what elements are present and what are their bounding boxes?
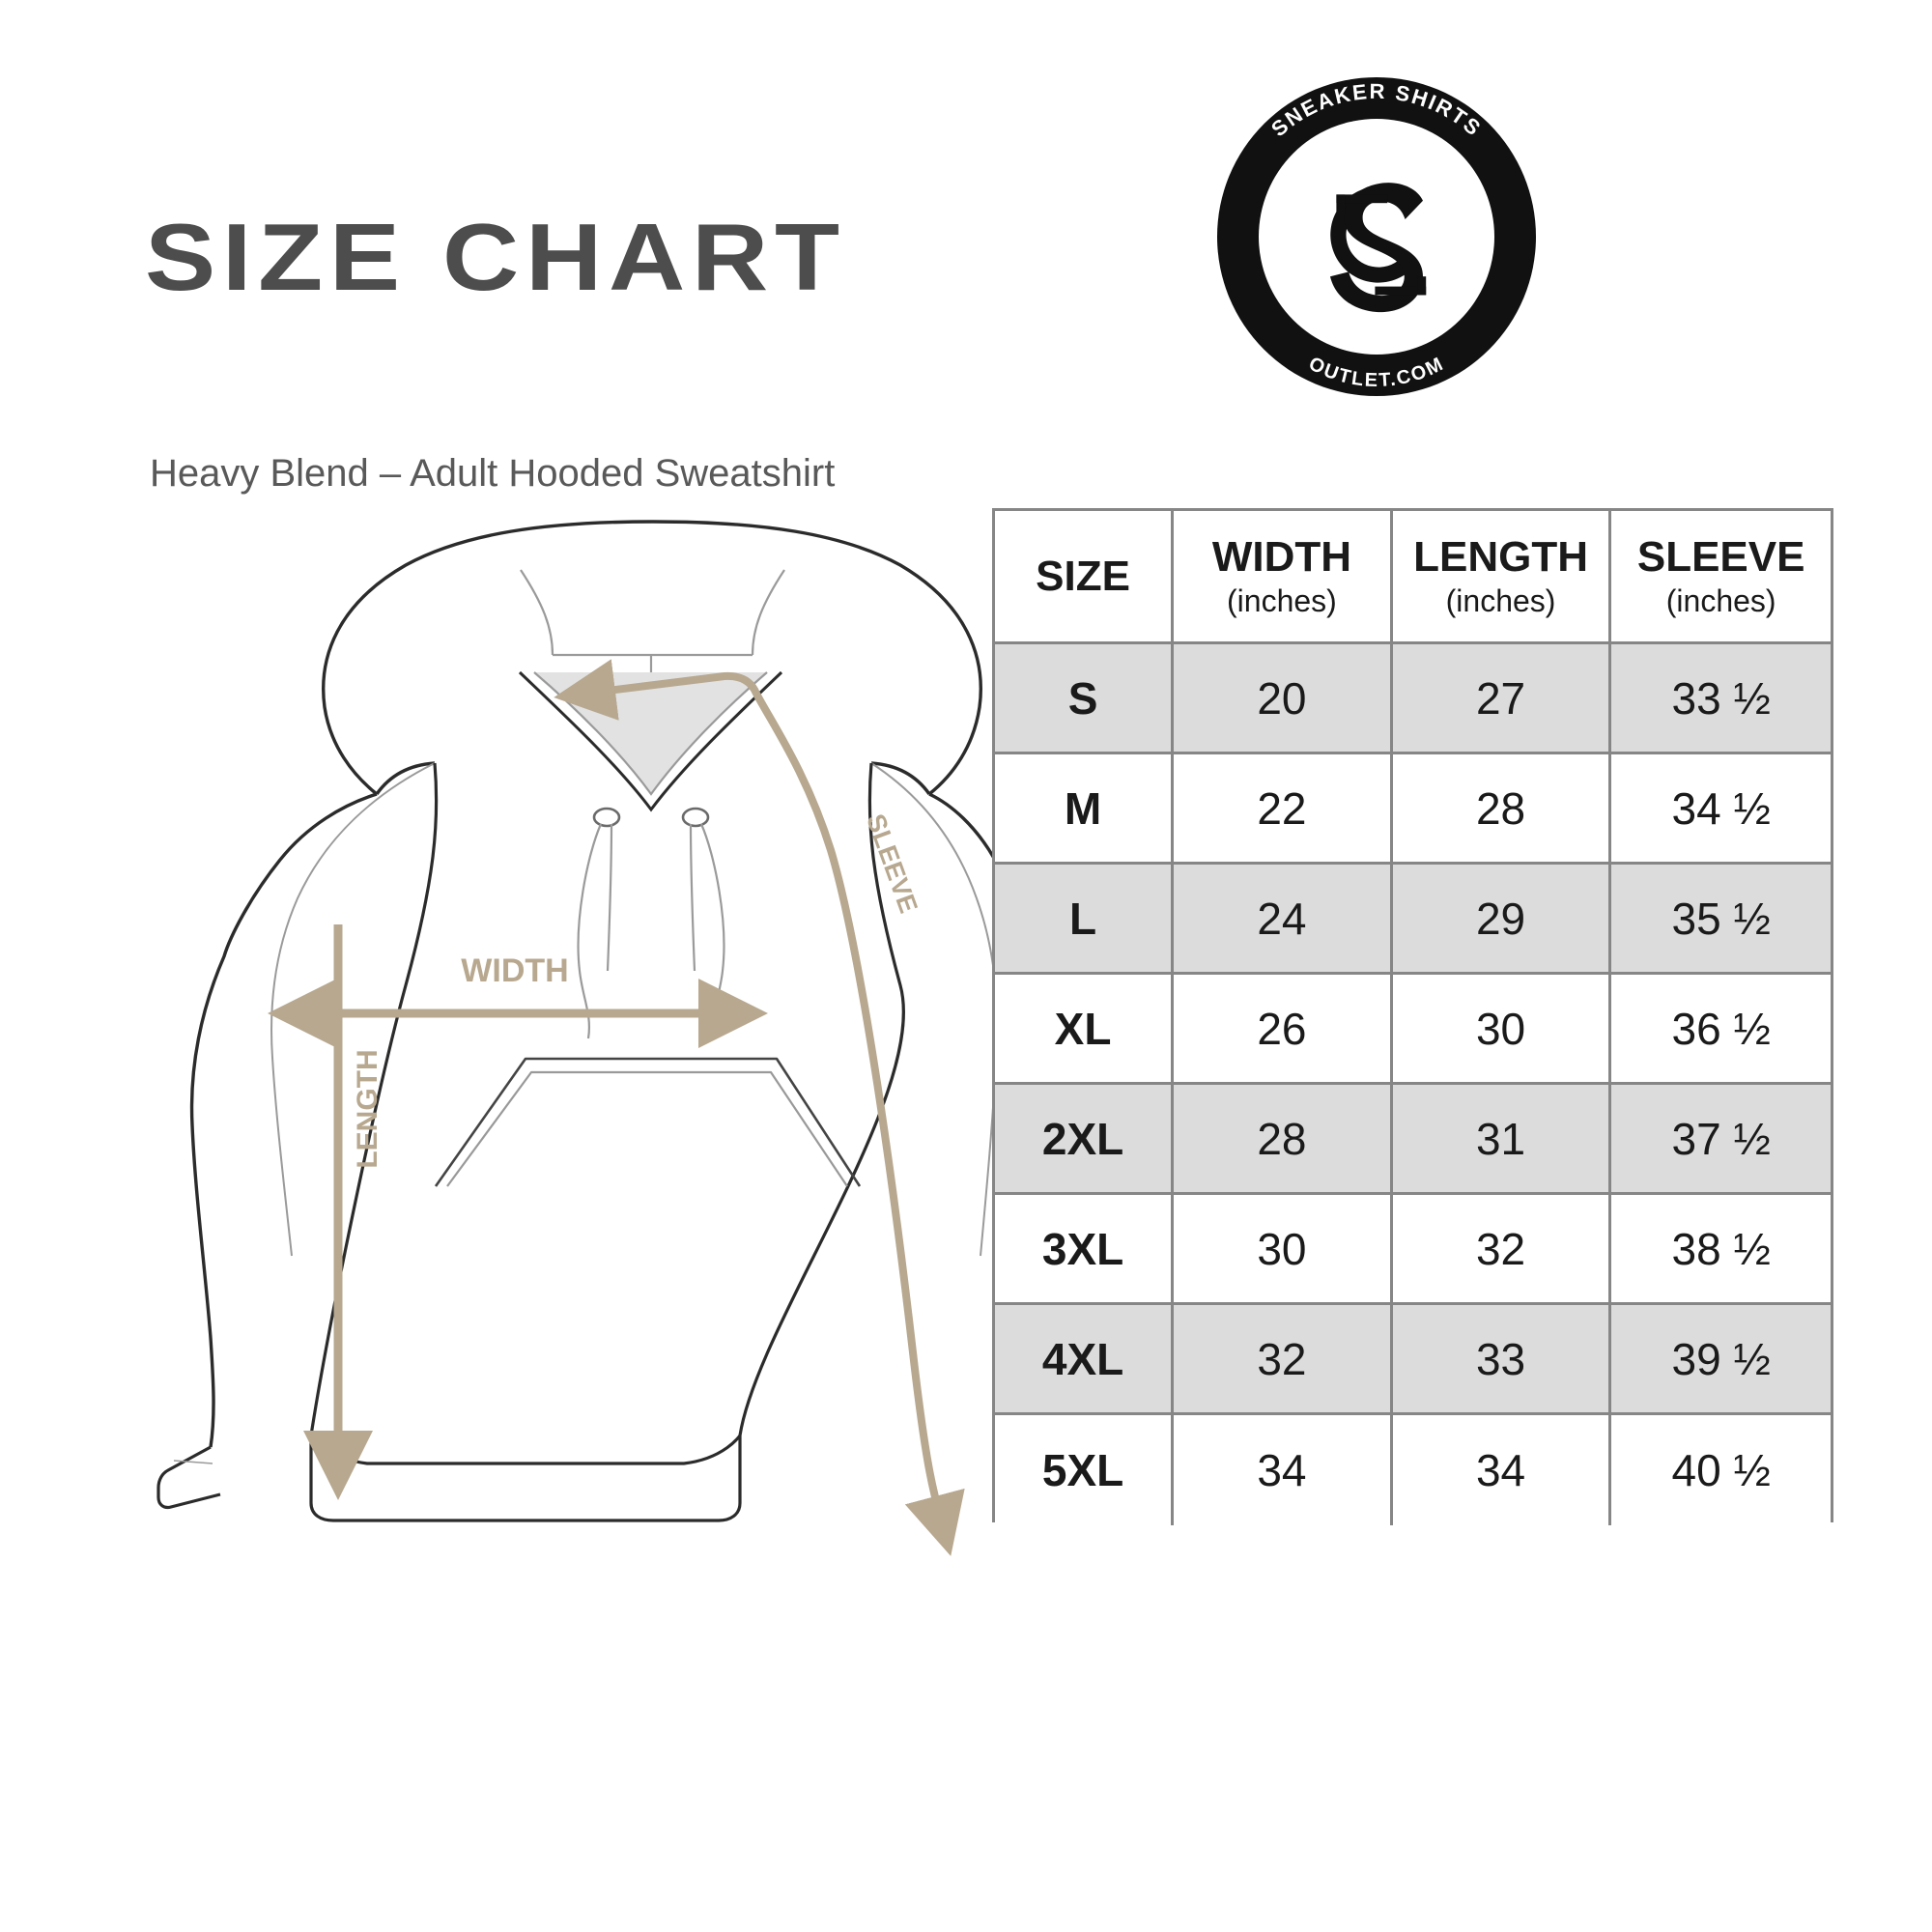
svg-text:WIDTH: WIDTH [461,952,568,989]
svg-text:SLEEVE: SLEEVE [861,810,923,917]
svg-text:LENGTH: LENGTH [352,1049,384,1168]
